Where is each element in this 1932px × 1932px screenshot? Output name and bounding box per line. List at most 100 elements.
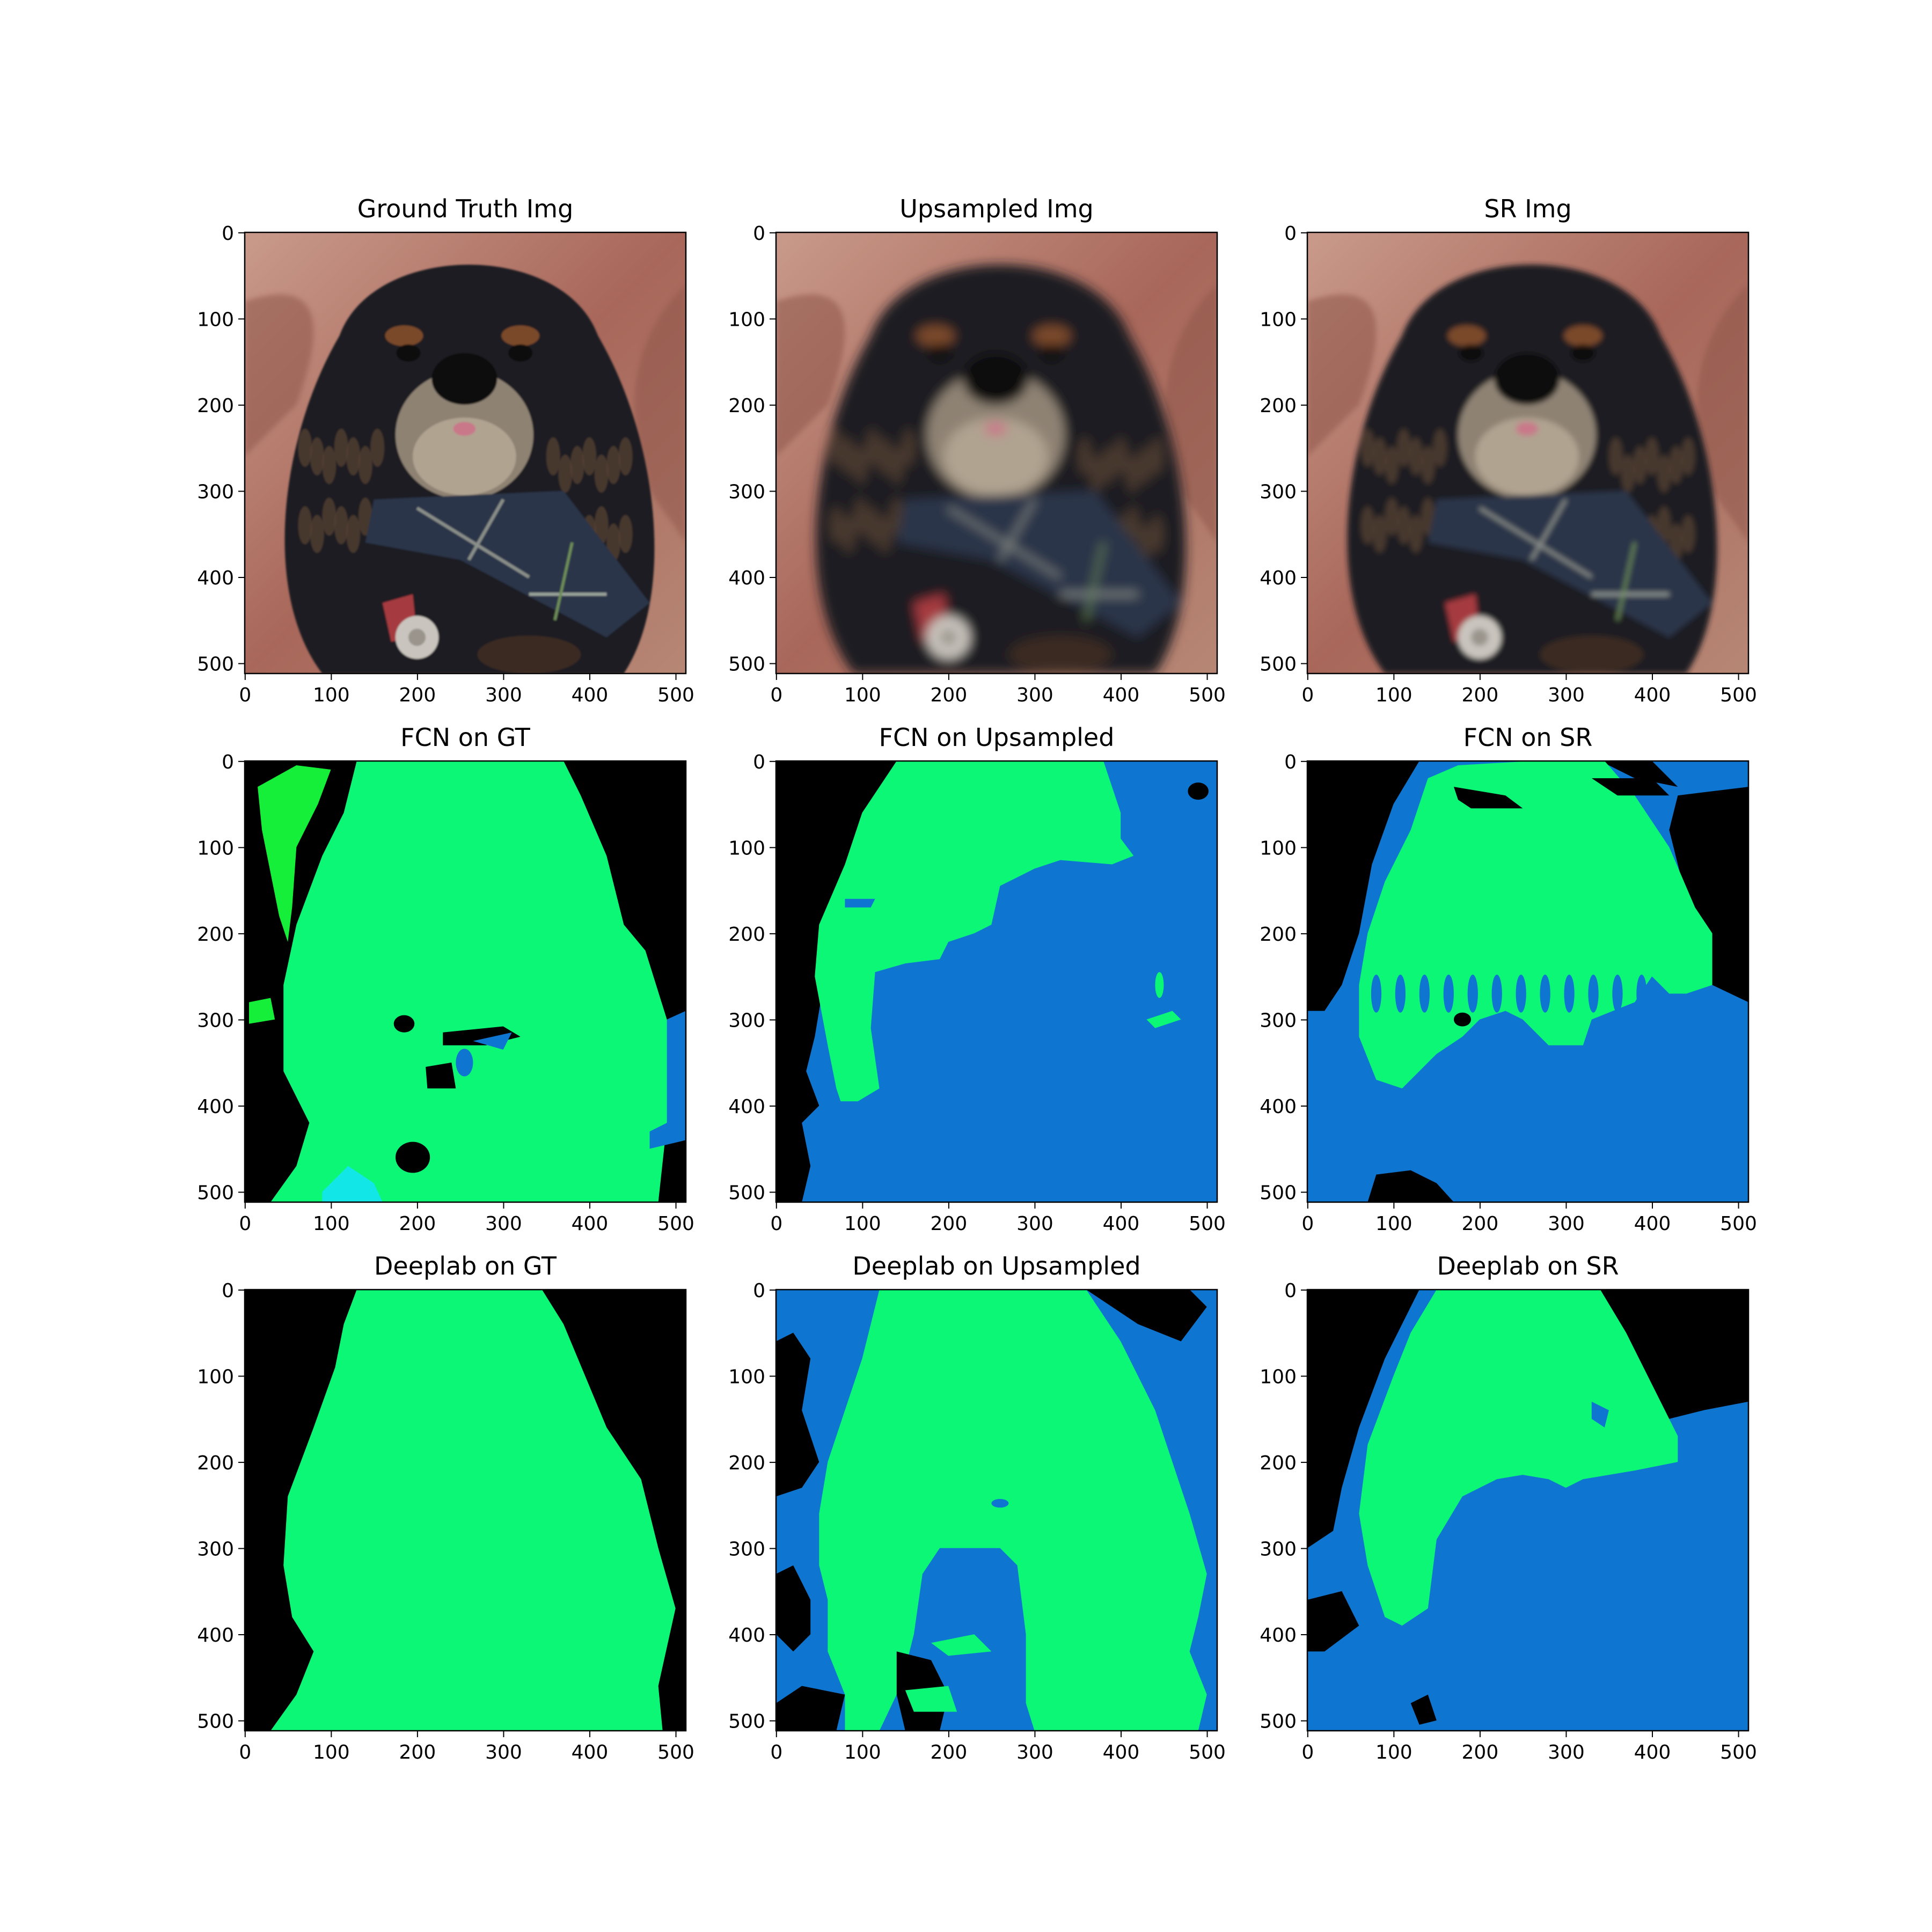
y-tick-label: 100 xyxy=(728,837,765,859)
x-tick-label: 0 xyxy=(770,1741,782,1763)
y-tick-label: 300 xyxy=(728,1009,765,1031)
y-tick-label: 500 xyxy=(728,1182,765,1204)
y-tick-label: 400 xyxy=(728,567,765,589)
axes-frame xyxy=(775,760,1218,1203)
panel-title: Ground Truth Img xyxy=(357,194,574,223)
x-tick-label: 100 xyxy=(844,684,881,706)
y-tick-label: 500 xyxy=(1260,654,1297,676)
y-tick-label: 400 xyxy=(1260,1096,1297,1118)
y-tick-label: 100 xyxy=(197,837,234,859)
x-tick-label: 0 xyxy=(1301,684,1314,706)
y-tick-label: 100 xyxy=(1260,309,1297,331)
x-tick-label: 300 xyxy=(1548,1741,1585,1763)
y-tick-label: 300 xyxy=(1260,1009,1297,1031)
x-tick-label: 400 xyxy=(572,1213,609,1235)
x-tick-label: 100 xyxy=(844,1213,881,1235)
segmentation-mask-image xyxy=(776,761,1217,1202)
segmentation-mask-image xyxy=(776,1290,1217,1731)
segmentation-mask-image xyxy=(1307,761,1748,1202)
x-tick-label: 500 xyxy=(657,684,694,706)
x-tick-label: 500 xyxy=(1189,684,1226,706)
x-tick-label: 200 xyxy=(931,1741,968,1763)
x-tick-label: 400 xyxy=(1103,1741,1140,1763)
axes-frame xyxy=(244,231,687,675)
axes-frame xyxy=(1306,1289,1750,1732)
y-tick-label: 0 xyxy=(753,751,765,773)
x-tick-label: 300 xyxy=(485,684,522,706)
dog-photo-image xyxy=(245,232,686,674)
x-tick-label: 100 xyxy=(313,1213,350,1235)
y-tick-label: 0 xyxy=(753,223,765,245)
x-tick-label: 500 xyxy=(1720,1213,1757,1235)
x-tick-label: 300 xyxy=(485,1213,522,1235)
panel-title: Upsampled Img xyxy=(899,194,1094,223)
panel-fcn-on-gt: FCN on GT0 100 200 300 400 500010020030040050… xyxy=(197,723,694,1235)
panel-title: Deeplab on SR xyxy=(1437,1252,1619,1280)
y-tick-label: 500 xyxy=(728,1711,765,1733)
y-tick-label: 500 xyxy=(1260,1711,1297,1733)
x-tick-label: 200 xyxy=(399,1213,436,1235)
y-tick-label: 200 xyxy=(197,924,234,946)
y-tick-label: 500 xyxy=(197,1182,234,1204)
y-tick-label: 200 xyxy=(1260,1452,1297,1474)
y-tick-label: 300 xyxy=(728,1538,765,1560)
x-tick-label: 500 xyxy=(1189,1213,1226,1235)
x-tick-label: 500 xyxy=(1720,684,1757,706)
y-tick-label: 500 xyxy=(1260,1182,1297,1204)
x-tick-label: 200 xyxy=(1462,1741,1499,1763)
panel-deeplab-on-sr: Deeplab on SR0 100 200 300 400 50001002003004… xyxy=(1260,1252,1757,1763)
x-tick-label: 300 xyxy=(1548,1213,1585,1235)
axes-frame xyxy=(244,760,687,1203)
x-tick-label: 200 xyxy=(399,684,436,706)
x-tick-label: 200 xyxy=(1462,684,1499,706)
segmentation-mask-image xyxy=(245,761,686,1202)
x-tick-label: 100 xyxy=(1375,1213,1413,1235)
axes-frame xyxy=(775,1289,1218,1732)
y-tick-label: 0 xyxy=(222,751,234,773)
x-tick-label: 0 xyxy=(770,1213,782,1235)
y-tick-label: 300 xyxy=(728,481,765,503)
axes-frame xyxy=(1306,231,1750,675)
y-tick-label: 300 xyxy=(197,481,234,503)
panel-title: SR Img xyxy=(1484,194,1571,223)
y-tick-label: 100 xyxy=(728,309,765,331)
y-tick-label: 400 xyxy=(1260,567,1297,589)
y-tick-label: 100 xyxy=(197,309,234,331)
x-tick-label: 500 xyxy=(1720,1741,1757,1763)
axes-frame xyxy=(244,1289,687,1732)
x-tick-label: 100 xyxy=(1375,1741,1413,1763)
axes-frame xyxy=(1306,760,1750,1203)
x-tick-label: 0 xyxy=(770,684,782,706)
x-tick-label: 0 xyxy=(239,1213,251,1235)
x-tick-label: 300 xyxy=(1016,684,1053,706)
y-tick-label: 200 xyxy=(1260,924,1297,946)
y-tick-label: 500 xyxy=(197,654,234,676)
y-tick-label: 100 xyxy=(1260,1366,1297,1388)
segmentation-mask-image xyxy=(245,1290,686,1731)
panel-title: FCN on SR xyxy=(1463,723,1593,752)
panel-fcn-on-sr: FCN on SR0 100 200 300 400 500010020030040050… xyxy=(1260,723,1757,1235)
y-tick-label: 200 xyxy=(728,395,765,417)
y-tick-label: 0 xyxy=(1284,751,1297,773)
panel-title: FCN on GT xyxy=(400,723,531,752)
panel-title: Deeplab on GT xyxy=(374,1252,557,1280)
y-tick-label: 400 xyxy=(197,567,234,589)
y-tick-label: 0 xyxy=(753,1280,765,1302)
y-tick-label: 0 xyxy=(1284,223,1297,245)
x-tick-label: 0 xyxy=(239,1741,251,1763)
y-tick-label: 300 xyxy=(197,1009,234,1031)
x-tick-label: 0 xyxy=(1301,1213,1314,1235)
x-tick-label: 400 xyxy=(1634,1741,1671,1763)
y-tick-label: 200 xyxy=(728,924,765,946)
y-tick-label: 500 xyxy=(197,1711,234,1733)
panel-title: Deeplab on Upsampled xyxy=(852,1252,1140,1280)
y-tick-label: 400 xyxy=(1260,1624,1297,1646)
panel-deeplab-on-gt: Deeplab on GT0 100 200 300 400 50001002003004… xyxy=(197,1252,694,1763)
y-tick-label: 200 xyxy=(197,395,234,417)
x-tick-label: 400 xyxy=(572,1741,609,1763)
y-tick-label: 100 xyxy=(728,1366,765,1388)
